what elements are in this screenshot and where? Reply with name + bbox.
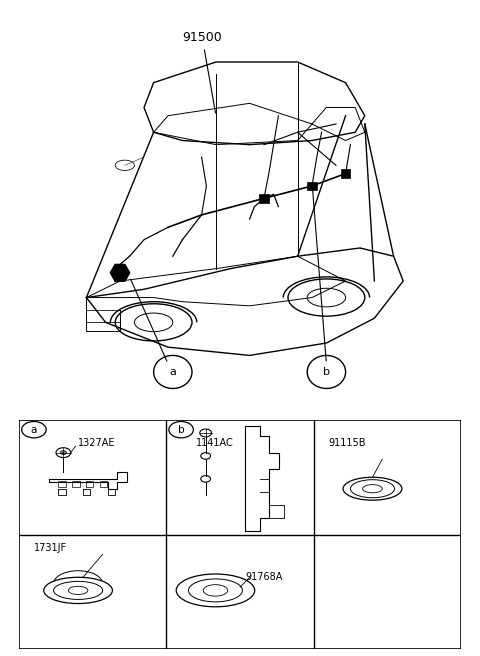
Text: 91115B: 91115B xyxy=(328,438,366,448)
Bar xyxy=(341,169,350,178)
Bar xyxy=(59,480,66,487)
Text: b: b xyxy=(178,424,184,435)
Bar xyxy=(259,194,269,203)
Bar xyxy=(86,480,93,487)
Bar xyxy=(307,182,317,190)
Text: 91768A: 91768A xyxy=(245,572,282,583)
Text: 1141AC: 1141AC xyxy=(196,438,234,448)
Text: 1731JF: 1731JF xyxy=(34,543,67,553)
Text: a: a xyxy=(31,424,37,435)
Bar xyxy=(100,480,107,487)
Circle shape xyxy=(60,451,66,455)
Text: a: a xyxy=(169,367,176,377)
Text: 1327AE: 1327AE xyxy=(78,438,116,448)
Text: b: b xyxy=(323,367,330,377)
Text: 91500: 91500 xyxy=(182,31,222,113)
Bar xyxy=(72,480,80,487)
Polygon shape xyxy=(110,264,130,281)
